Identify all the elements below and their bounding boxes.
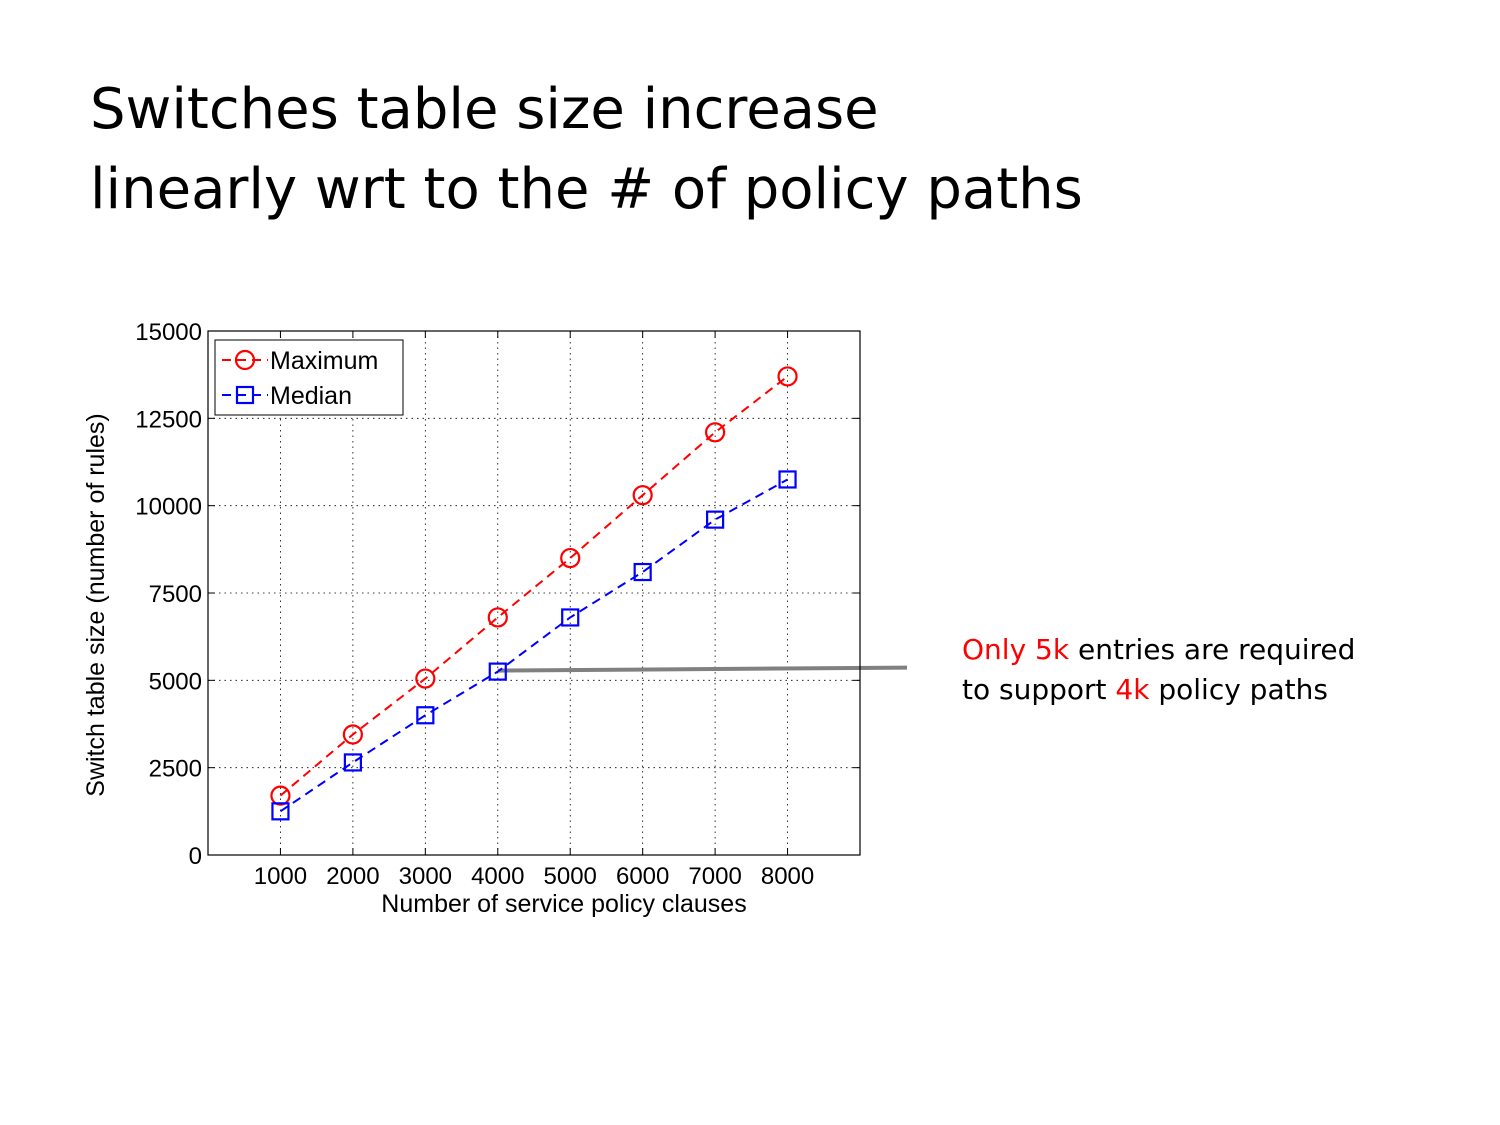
legend-item-maximum: Maximum (222, 347, 378, 375)
legend-item-median: Median (222, 382, 352, 410)
y-tick-label: 5000 (149, 668, 202, 695)
y-axis-label: Switch table size (number of rules) (82, 413, 110, 796)
callout-annotation: Only 5k entries are required to support … (962, 630, 1355, 710)
callout-highlight-4k: 4k (1115, 673, 1150, 706)
callout-line-1: Only 5k entries are required (962, 630, 1355, 670)
data-point-median (343, 753, 362, 772)
callout-line-2: to support 4k policy paths (962, 670, 1355, 710)
data-point-maximum (342, 724, 363, 745)
x-tick-label: 1000 (254, 863, 307, 890)
data-point-maximum (705, 422, 726, 443)
x-tick-label: 2000 (326, 863, 379, 890)
callout-highlight-5k: Only 5k (962, 633, 1070, 666)
data-point-maximum (632, 485, 653, 506)
callout-text-3: policy paths (1149, 673, 1328, 706)
callout-pointer-line (497, 665, 908, 673)
y-tick-label: 0 (189, 843, 202, 870)
data-point-median (416, 706, 435, 725)
data-point-median (633, 562, 652, 582)
axis-ticks: 1000 2000 3000 4000 5000 6000 7000 8000 0 2500 500… (135, 319, 860, 890)
legend-marker (235, 385, 255, 405)
y-tick-label: 2500 (149, 756, 202, 783)
legend-label: Maximum (270, 347, 378, 375)
callout-text-1: entries are required (1069, 633, 1356, 666)
y-tick-label: 15000 (135, 319, 202, 346)
data-point-median (778, 470, 797, 489)
data-point-maximum (487, 607, 508, 628)
data-point-maximum (560, 547, 581, 569)
series-maximum (270, 366, 798, 806)
series-line-maximum (279, 375, 789, 797)
data-point-maximum (777, 366, 798, 387)
series-median (271, 470, 797, 821)
callout-text-2: to support (962, 673, 1116, 706)
x-tick-label: 6000 (616, 863, 669, 890)
y-tick-label: 12500 (135, 406, 202, 433)
data-point-median (706, 510, 725, 529)
legend-marker (234, 349, 256, 371)
slide-title-line-1: Switches table size increase (90, 77, 879, 142)
data-point-median (271, 802, 290, 821)
slide-title-line-2: linearly wrt to the # of policy paths (90, 157, 1083, 222)
legend-label: Median (270, 382, 352, 410)
x-tick-label: 4000 (471, 863, 524, 890)
data-point-median (488, 662, 507, 681)
data-point-maximum (415, 668, 436, 689)
grid-lines (208, 331, 860, 855)
x-tick-label: 3000 (399, 863, 452, 890)
data-point-maximum (270, 785, 291, 806)
data-point-median (561, 608, 580, 627)
slide-title: Switches table size increase linearly wr… (90, 70, 1083, 230)
series-layer (270, 366, 798, 821)
x-tick-label: 5000 (544, 863, 597, 890)
series-line-median (279, 478, 789, 813)
y-tick-label: 10000 (135, 494, 202, 521)
y-tick-label: 7500 (149, 581, 202, 608)
x-tick-label: 7000 (688, 863, 741, 890)
legend: Maximum Median (214, 339, 404, 416)
x-axis-label: Number of service policy clauses (381, 890, 746, 918)
x-tick-label: 8000 (761, 863, 814, 890)
